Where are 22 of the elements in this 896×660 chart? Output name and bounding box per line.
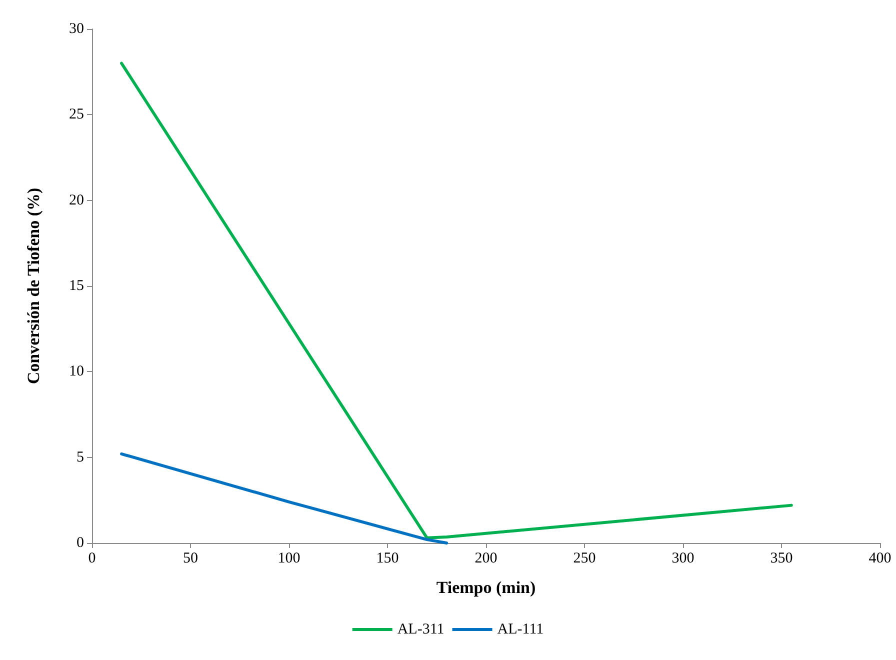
x-tick-label: 400 — [868, 550, 892, 566]
y-tick-label: 0 — [76, 535, 84, 551]
x-tick-label: 350 — [770, 550, 793, 566]
legend-label: AL-111 — [497, 622, 544, 638]
x-tick-label: 100 — [278, 550, 300, 566]
x-tick-label: 50 — [183, 550, 198, 566]
y-tick-label: 20 — [69, 192, 84, 208]
legend-label: AL-311 — [397, 622, 444, 638]
x-tick-label: 300 — [672, 550, 694, 566]
x-tick-label: 150 — [376, 550, 399, 566]
y-tick-label: 25 — [69, 106, 84, 123]
y-tick-label: 5 — [76, 449, 84, 466]
y-tick-label: 15 — [69, 278, 84, 294]
y-axis-title: Conversión de Tiofeno (%) — [24, 188, 43, 384]
x-tick-label: 0 — [88, 550, 96, 566]
y-tick-label: 10 — [69, 364, 84, 380]
y-tick-label: 30 — [69, 21, 84, 37]
x-axis-title: Tiempo (min) — [436, 578, 536, 597]
line-series — [120, 62, 793, 540]
x-tick-label: 200 — [474, 550, 498, 566]
line-series — [120, 452, 448, 544]
x-tick-label: 250 — [573, 550, 596, 566]
